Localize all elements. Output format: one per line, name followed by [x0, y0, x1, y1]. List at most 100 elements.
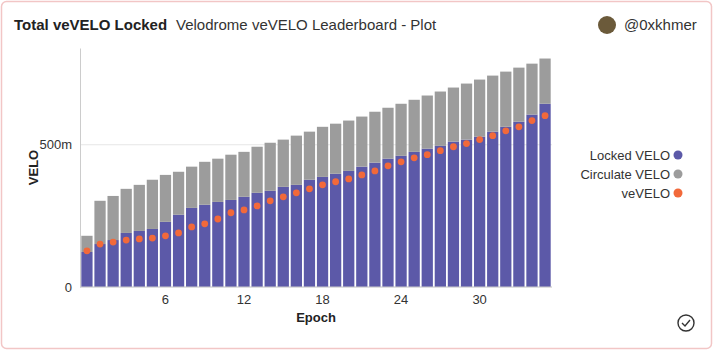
- bar: [422, 149, 433, 287]
- point: [385, 162, 392, 169]
- point: [123, 237, 130, 244]
- y-tick-label: 500m: [39, 137, 72, 152]
- bar: [160, 175, 171, 222]
- point: [188, 224, 195, 231]
- bar: [356, 167, 367, 287]
- point: [162, 232, 169, 239]
- bar: [304, 132, 315, 180]
- bar: [474, 137, 485, 287]
- bar: [278, 140, 289, 187]
- bar: [147, 229, 158, 287]
- legend-item: Circulate VELO: [580, 167, 682, 182]
- bar: [238, 197, 249, 287]
- bar: [369, 112, 380, 163]
- point: [319, 181, 326, 188]
- bar: [121, 233, 132, 287]
- bar: [395, 104, 406, 156]
- bar: [409, 100, 420, 152]
- point: [254, 203, 261, 210]
- x-tick: 30: [472, 287, 486, 307]
- bar: [356, 117, 367, 167]
- legend-swatch: [674, 170, 683, 179]
- bar: [94, 201, 105, 244]
- y-tick: 0: [65, 280, 80, 295]
- legend-label: Circulate VELO: [580, 167, 670, 182]
- bar: [173, 215, 184, 287]
- legend-item: veVELO: [622, 186, 683, 201]
- point: [175, 230, 182, 237]
- avatar: [598, 16, 616, 34]
- x-tick-label: 18: [315, 292, 329, 307]
- bar: [317, 177, 328, 287]
- point: [542, 112, 549, 119]
- point: [424, 151, 431, 158]
- bar: [304, 180, 315, 287]
- point: [437, 147, 444, 154]
- bar: [409, 152, 420, 287]
- bar: [134, 231, 145, 287]
- point: [372, 168, 379, 175]
- x-axis-title: Epoch: [296, 310, 336, 325]
- bar: [487, 132, 498, 287]
- point: [136, 236, 143, 243]
- bar: [199, 205, 210, 287]
- bar: [160, 222, 171, 287]
- point: [201, 220, 208, 227]
- point: [411, 154, 418, 161]
- bar: [382, 108, 393, 159]
- bar: [513, 68, 524, 122]
- bar: [422, 96, 433, 149]
- x-tick: 18: [315, 287, 329, 307]
- point: [293, 189, 300, 196]
- point: [489, 132, 496, 139]
- point: [228, 209, 235, 216]
- bar-series: [81, 59, 550, 252]
- y-axis: 0 500m: [39, 49, 80, 295]
- bar: [265, 191, 276, 287]
- frame: [2, 2, 712, 349]
- bar: [435, 92, 446, 146]
- point: [241, 206, 248, 213]
- bar: [526, 64, 537, 115]
- bar: [369, 163, 380, 287]
- bar: [382, 159, 393, 287]
- bar: [134, 185, 145, 231]
- bar: [317, 127, 328, 177]
- x-tick: 12: [237, 287, 251, 307]
- bar: [343, 171, 354, 287]
- point: [502, 127, 509, 134]
- point: [97, 241, 104, 248]
- legend-item: Locked VELO: [590, 148, 683, 163]
- point: [149, 235, 156, 242]
- bar: [186, 208, 197, 287]
- bar: [500, 127, 511, 287]
- point: [515, 123, 522, 130]
- x-tick: 24: [394, 287, 408, 307]
- bar: [265, 143, 276, 191]
- y-tick: 500m: [39, 137, 80, 152]
- bar: [278, 187, 289, 287]
- bar: [448, 88, 459, 142]
- bar: [212, 202, 223, 287]
- bar: [147, 180, 158, 229]
- bar: [461, 84, 472, 140]
- bar: [225, 200, 236, 287]
- bar: [291, 136, 302, 185]
- bar: [500, 72, 511, 127]
- point: [358, 171, 365, 178]
- author: @0xkhmer: [624, 16, 697, 33]
- bar: [186, 167, 197, 208]
- x-tick: 6: [162, 287, 169, 307]
- point: [450, 143, 457, 150]
- bar: [81, 252, 92, 287]
- plot-area: [81, 59, 550, 287]
- legend-label: Locked VELO: [590, 148, 670, 163]
- point: [306, 185, 313, 192]
- bar: [395, 156, 406, 287]
- x-tick-label: 6: [162, 292, 169, 307]
- bar: [526, 115, 537, 287]
- y-tick-label: 0: [65, 280, 72, 295]
- bar: [487, 76, 498, 132]
- point: [476, 136, 483, 143]
- bar: [251, 147, 262, 193]
